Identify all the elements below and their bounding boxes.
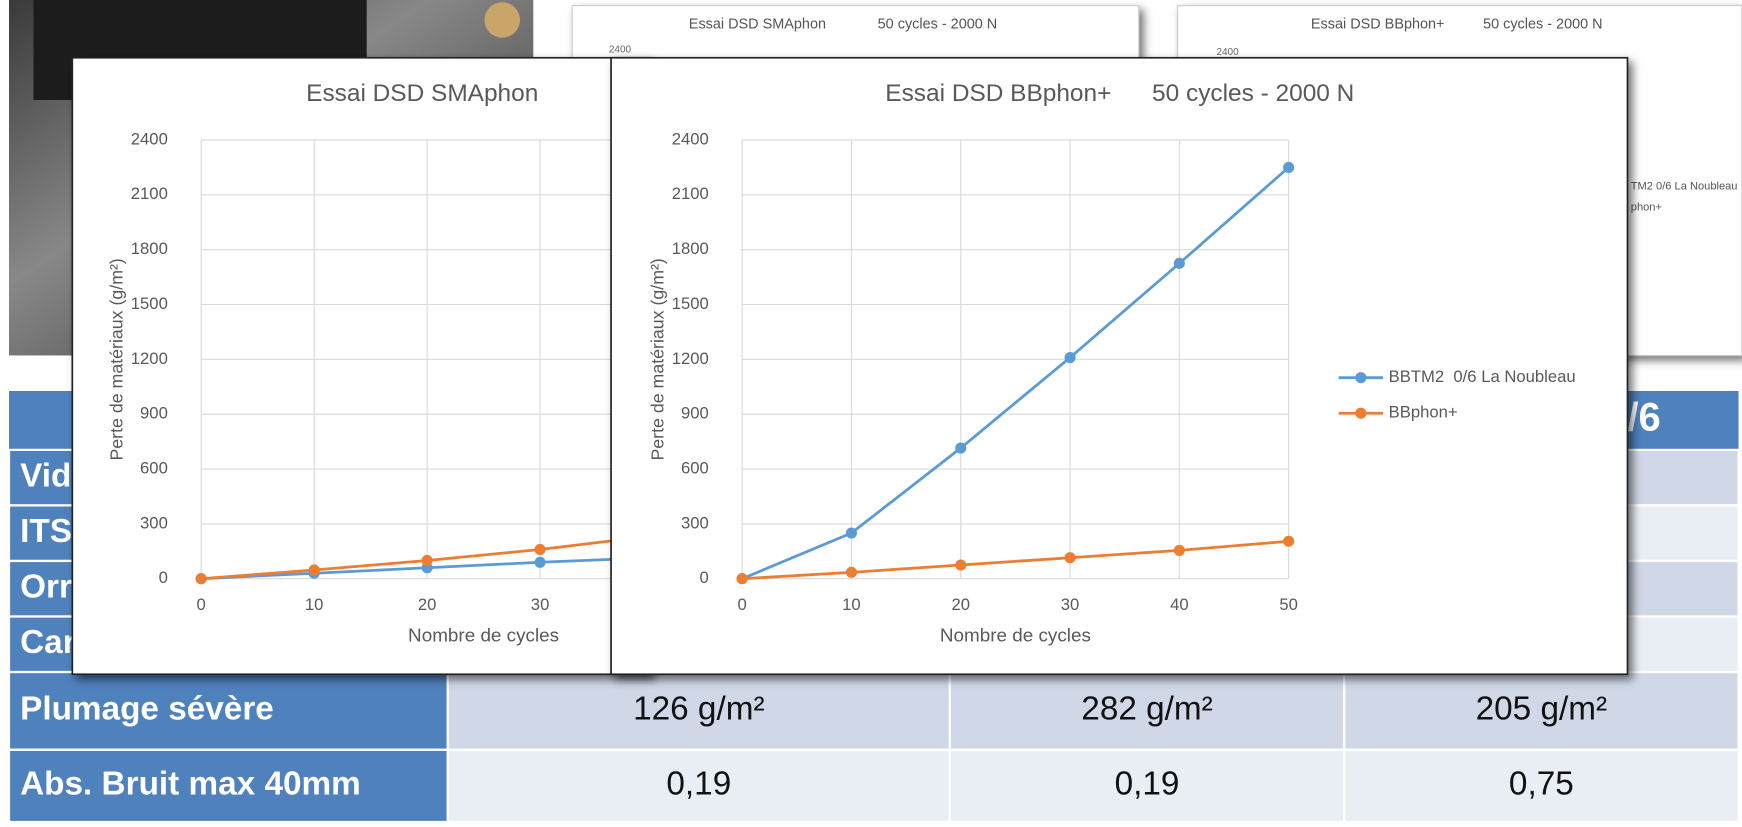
- x-tick-label: 40: [1170, 595, 1189, 614]
- data-point: [1173, 544, 1185, 556]
- thumbnail-subtitle: 50 cycles - 2000 N: [1483, 16, 1603, 32]
- thumbnail-tick: 2400: [1216, 47, 1239, 58]
- y-tick-label: 1200: [131, 349, 168, 368]
- y-tick-label: 1800: [131, 239, 168, 258]
- table-cell: [1343, 748, 1740, 824]
- x-tick-label: 10: [305, 595, 324, 614]
- thumbnail-subtitle: 50 cycles - 2000 N: [878, 16, 998, 32]
- table-cell: [948, 748, 1346, 824]
- row-label: Car: [20, 624, 76, 661]
- data-point: [534, 543, 546, 556]
- row-label: Abs. Bruit max 40mm: [20, 766, 361, 803]
- row-label: Vid: [20, 457, 71, 494]
- y-tick-label: 600: [140, 458, 168, 477]
- x-axis-label: Nombre de cycles: [408, 625, 559, 646]
- y-tick-label: 2100: [131, 184, 168, 203]
- y-tick-label: 1800: [672, 239, 709, 258]
- data-point: [1283, 535, 1295, 547]
- chart-title: Essai DSD SMAphon: [306, 80, 538, 107]
- data-point: [845, 527, 858, 539]
- row-label-cell: [7, 670, 449, 751]
- cell-value: 0,19: [1115, 766, 1180, 803]
- data-point: [1064, 351, 1076, 364]
- table-cell: [446, 748, 951, 824]
- chart-frame: [610, 56, 1629, 676]
- legend-marker: [1355, 372, 1367, 384]
- thumbnail-legend: phon+: [1631, 202, 1662, 214]
- data-point: [955, 442, 967, 454]
- thumbnail-legend: TM2 0/6 La Noubleau: [1631, 181, 1738, 193]
- cell-value: 126 g/m²: [633, 691, 764, 728]
- row-label: Orr: [20, 569, 72, 606]
- y-tick-label: 1500: [131, 294, 168, 313]
- y-tick-label: 300: [140, 513, 168, 532]
- y-tick-label: 1200: [672, 349, 709, 368]
- series-line: [741, 166, 1290, 581]
- x-axis-label: Nombre de cycles: [940, 625, 1091, 646]
- y-axis-label: Perte de matériaux (g/m²): [648, 258, 668, 460]
- data-point: [845, 566, 858, 578]
- y-tick-label: 1500: [672, 294, 709, 313]
- data-point: [1064, 552, 1076, 564]
- thumbnail-title: Essai DSD SMAphon: [689, 16, 826, 32]
- table-header-text: /6: [1627, 395, 1660, 439]
- data-point: [308, 564, 320, 576]
- x-tick-label: 0: [738, 595, 747, 614]
- row-label-cell: [7, 748, 449, 824]
- table-cell: [1343, 670, 1740, 751]
- series-line: [742, 539, 1289, 581]
- y-tick-label: 0: [700, 568, 709, 587]
- x-tick-label: 20: [951, 595, 970, 614]
- data-point: [421, 554, 433, 567]
- data-point: [195, 573, 207, 585]
- legend-label: BBphon+: [1389, 403, 1458, 422]
- table-cell: [948, 670, 1346, 751]
- x-tick-label: 0: [197, 595, 206, 614]
- x-tick-label: 30: [1061, 595, 1080, 614]
- cell-value: 0,75: [1509, 766, 1574, 803]
- y-tick-label: 900: [140, 404, 168, 423]
- cell-value: 205 g/m²: [1476, 691, 1607, 728]
- data-point: [1283, 161, 1295, 173]
- chart-title: Essai DSD BBphon+ 50 cycles - 2000 N: [885, 80, 1354, 107]
- data-point: [534, 556, 546, 568]
- y-tick-label: 2100: [672, 184, 709, 203]
- y-tick-label: 900: [681, 404, 709, 423]
- x-tick-label: 20: [418, 595, 437, 614]
- y-tick-label: 2400: [131, 129, 168, 148]
- y-tick-label: 300: [681, 513, 709, 532]
- y-axis-label: Perte de matériaux (g/m²): [107, 258, 127, 460]
- y-tick-label: 2400: [672, 129, 709, 148]
- legend-marker: [1355, 407, 1367, 419]
- cell-value: 282 g/m²: [1081, 691, 1212, 728]
- thumbnail-tick: 2400: [609, 45, 632, 56]
- photo-bolt: [484, 2, 520, 38]
- row-label: ITS: [20, 513, 72, 550]
- x-tick-label: 30: [531, 595, 550, 614]
- data-point: [1173, 257, 1185, 269]
- thumbnail-title: Essai DSD BBphon+: [1311, 16, 1445, 32]
- cell-value: 0,19: [666, 766, 731, 803]
- data-point: [955, 559, 967, 571]
- x-tick-label: 10: [842, 595, 861, 614]
- y-tick-label: 600: [681, 458, 709, 477]
- data-point: [736, 573, 748, 585]
- legend-label: BBTM2 0/6 La Noubleau: [1389, 367, 1576, 386]
- row-label: Plumage sévère: [20, 691, 274, 728]
- x-tick-label: 50: [1279, 595, 1298, 614]
- y-tick-label: 0: [159, 568, 168, 587]
